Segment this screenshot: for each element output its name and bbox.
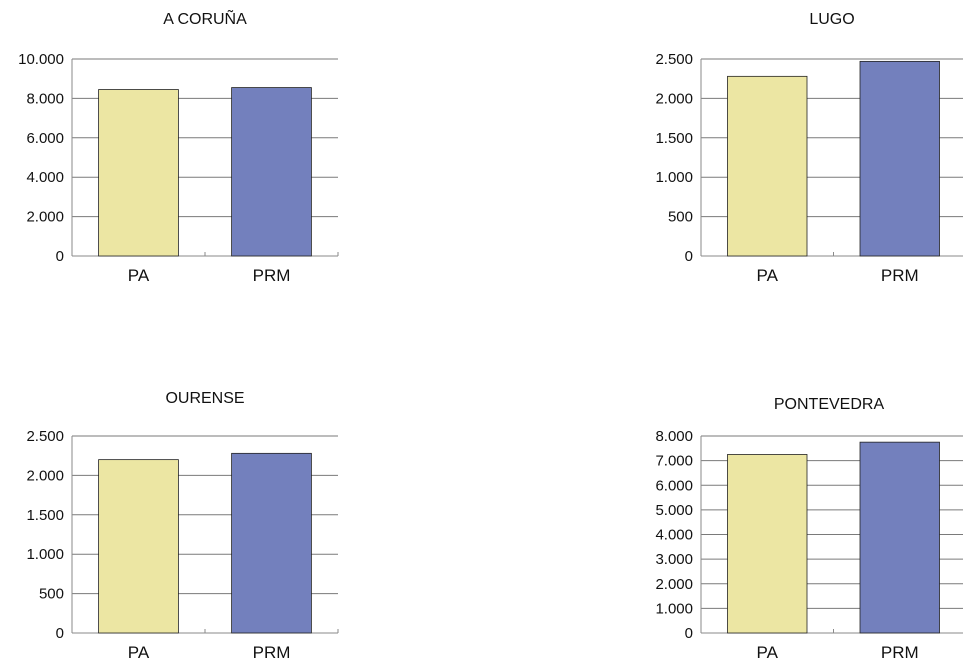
y-tick-label: 6.000	[655, 477, 693, 494]
x-tick-label: PRM	[253, 266, 291, 285]
y-tick-label: 2.500	[655, 51, 693, 68]
y-tick-label: 8.000	[655, 428, 693, 445]
x-tick-label: PA	[757, 643, 779, 661]
y-tick-label: 0	[56, 248, 64, 265]
y-tick-label: 7.000	[655, 453, 693, 470]
y-tick-label: 4.000	[26, 169, 64, 186]
y-tick-label: 8.000	[26, 90, 64, 107]
y-tick-label: 1.000	[655, 169, 693, 186]
y-tick-label: 6.000	[26, 130, 64, 147]
y-tick-label: 1.000	[655, 600, 693, 617]
y-tick-label: 10.000	[18, 51, 64, 68]
y-tick-label: 2.000	[655, 90, 693, 107]
bar-prm	[859, 441, 940, 634]
bar-pa	[98, 89, 179, 257]
bar-prm	[859, 60, 940, 257]
x-tick-label: PRM	[253, 643, 291, 661]
chart-title: LUGO	[809, 11, 854, 28]
y-tick-label: 1.500	[655, 130, 693, 147]
y-tick-label: 5.000	[655, 502, 693, 519]
x-tick-label: PA	[128, 643, 150, 661]
bar-pa	[727, 454, 808, 634]
x-tick-label: PA	[128, 266, 150, 285]
chart-title: PONTEVEDRA	[774, 396, 885, 413]
y-tick-label: 2.000	[26, 209, 64, 226]
y-tick-label: 0	[56, 625, 64, 642]
y-tick-label: 4.000	[655, 527, 693, 544]
y-tick-label: 0	[685, 625, 693, 642]
bar-pa	[727, 75, 808, 257]
x-tick-label: PRM	[881, 643, 919, 661]
y-tick-label: 0	[685, 248, 693, 265]
bar-prm	[231, 452, 312, 634]
x-tick-label: PA	[757, 266, 779, 285]
y-tick-label: 2.000	[26, 467, 64, 484]
y-tick-label: 2.500	[26, 428, 64, 445]
bar-pa	[98, 459, 179, 634]
chart-title: A CORUÑA	[163, 8, 247, 28]
y-tick-label: 1.000	[26, 546, 64, 563]
bar-prm	[231, 87, 312, 257]
y-tick-label: 3.000	[655, 551, 693, 568]
y-tick-label: 500	[668, 209, 693, 226]
chart-title: OURENSE	[165, 390, 244, 407]
y-tick-label: 2.000	[655, 576, 693, 593]
y-tick-label: 500	[39, 586, 64, 603]
y-tick-label: 1.500	[26, 507, 64, 524]
x-tick-label: PRM	[881, 266, 919, 285]
